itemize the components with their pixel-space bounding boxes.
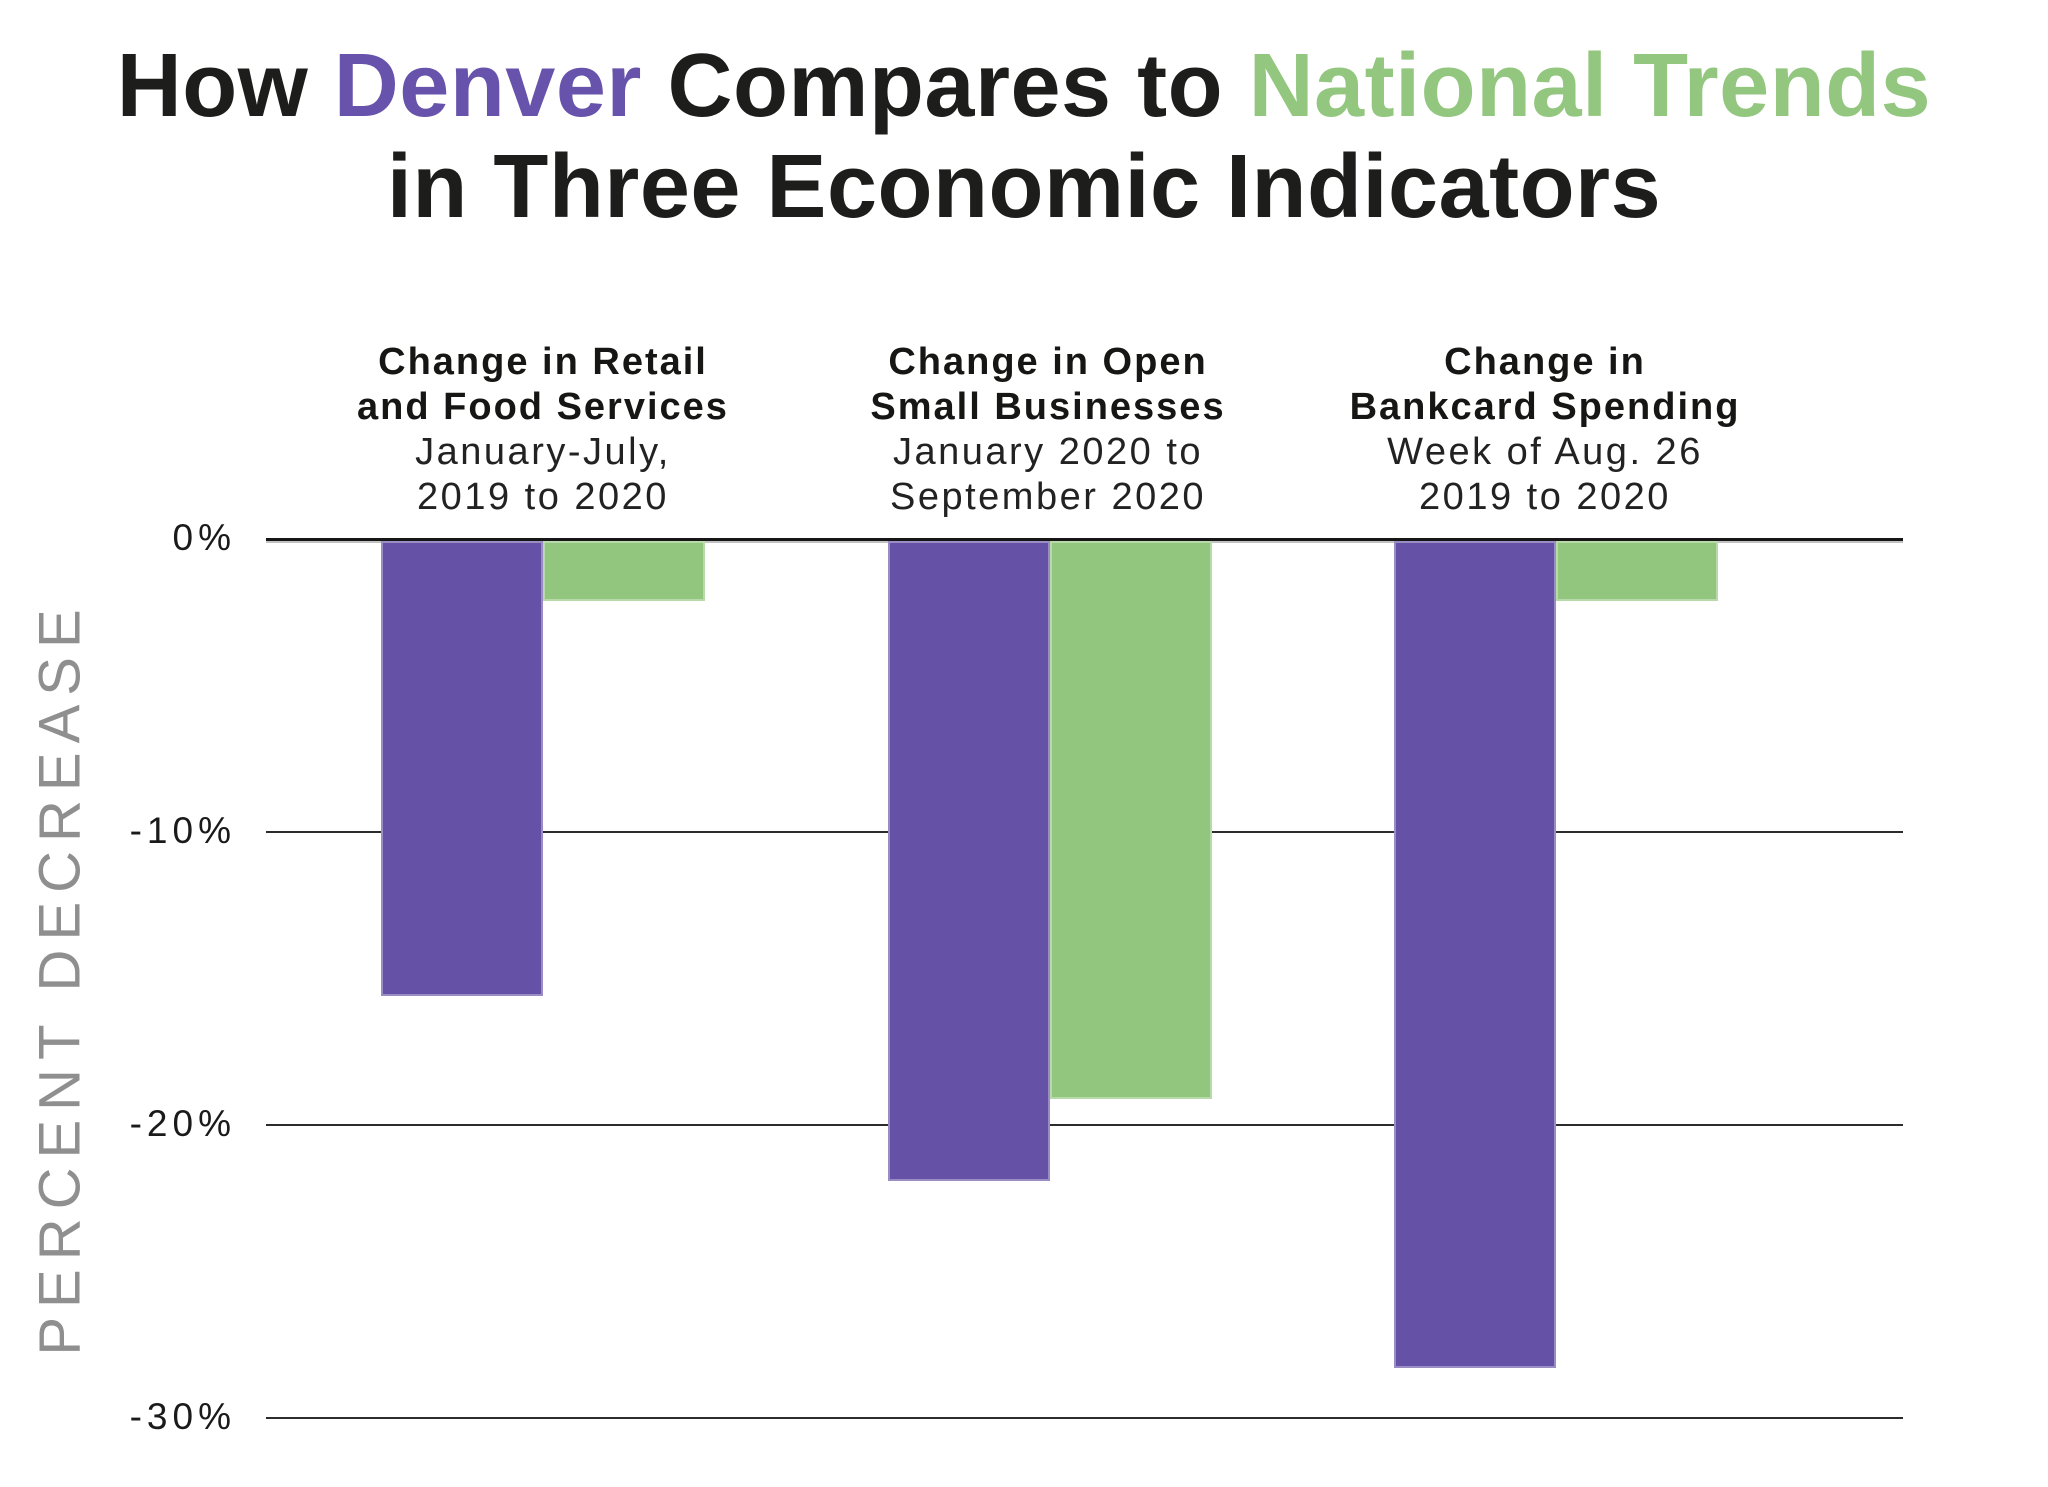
column-header-small-business: Change in Open Small Businesses January … [728, 340, 1368, 520]
bar-national-small-business [1050, 541, 1212, 1099]
page-title-line1: How Denver Compares to National Trends [0, 36, 2048, 137]
bar-national-retail [543, 541, 705, 601]
column-header-subtitle-line: 2019 to 2020 [1419, 476, 1671, 518]
page-title-line2: in Three Economic Indicators [386, 137, 1662, 237]
bar-national-bankcard [1556, 541, 1718, 601]
column-header-bankcard: Change in Bankcard Spending Week of Aug.… [1225, 340, 1865, 520]
page-title: How Denver Compares to National Trends i… [0, 36, 2048, 238]
column-header-subtitle-line: January-July, [415, 431, 671, 473]
title-segment-denver: Denver [333, 36, 642, 136]
gridline-20 [266, 1124, 1903, 1126]
column-header-title-line: Change in Retail [378, 341, 708, 383]
gridline-30 [266, 1417, 1903, 1419]
column-header-title-line: Bankcard Spending [1349, 386, 1741, 428]
column-header-title-line: Small Businesses [870, 386, 1226, 428]
column-header-title-line: Change in [1444, 341, 1646, 383]
column-header-title-line: Change in Open [888, 341, 1208, 383]
tick-label-10: -10% [129, 810, 236, 852]
tick-label-20: -20% [129, 1103, 236, 1145]
title-segment-compares-to: Compares to [641, 36, 1249, 136]
column-header-subtitle-line: 2019 to 2020 [417, 476, 669, 518]
column-header-title-line: and Food Services [357, 386, 729, 428]
gridline-0 [266, 538, 1903, 541]
tick-label-30: -30% [129, 1396, 236, 1438]
column-header-subtitle-line: Week of Aug. 26 [1387, 431, 1703, 473]
title-segment-national-trends: National Trends [1248, 36, 1932, 136]
bar-denver-small-business [888, 541, 1050, 1181]
bar-denver-retail [381, 541, 543, 996]
column-header-subtitle-line: January 2020 to [892, 431, 1204, 473]
bar-denver-bankcard [1394, 541, 1556, 1368]
tick-label-0: 0% [172, 517, 236, 559]
column-header-subtitle-line: September 2020 [890, 476, 1206, 518]
y-axis-label: PERCENT DECREASE [27, 600, 93, 1356]
column-header-retail: Change in Retail and Food Services Janua… [223, 340, 863, 520]
title-segment-how: How [116, 36, 334, 136]
